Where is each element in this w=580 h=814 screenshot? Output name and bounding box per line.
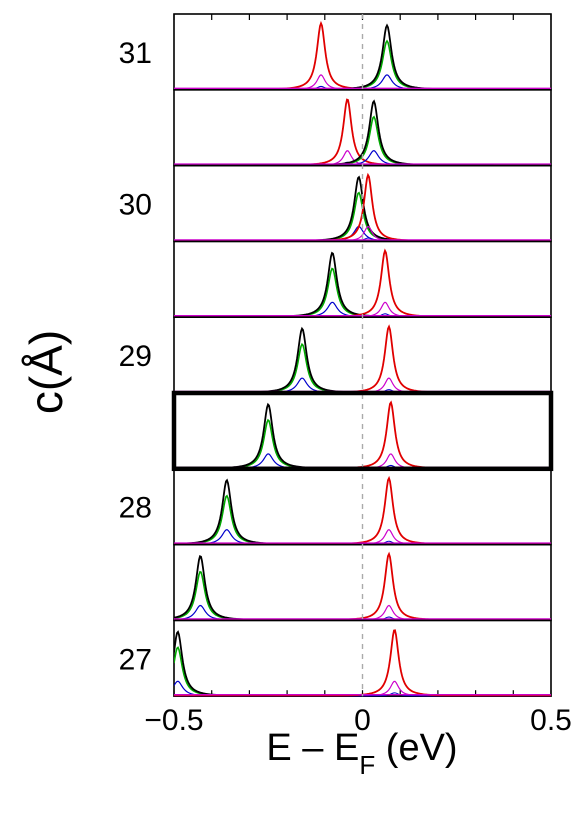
y-axis-title: c(Å) — [20, 330, 72, 414]
row-label: 29 — [119, 340, 152, 373]
row-label: 27 — [119, 643, 152, 676]
row-label: 30 — [119, 189, 152, 222]
x-tick-label: −0.5 — [144, 704, 203, 737]
highlight-box — [171, 390, 554, 472]
x-axis-title-main: E – E — [266, 727, 359, 769]
x-tick-label: 0.5 — [530, 704, 572, 737]
row-labels-layer: 31 30 29 28 27 — [119, 37, 152, 676]
x-tick-label: 0 — [354, 704, 371, 737]
x-tick-labels-layer: −0.5 0 0.5 — [144, 704, 571, 737]
x-axis-title-unit: (eV) — [375, 727, 457, 769]
x-axis-title-subscript: F — [359, 750, 375, 780]
row-label: 31 — [119, 37, 152, 70]
x-axis-title: E – EF (eV) — [266, 727, 457, 780]
row-label: 28 — [119, 492, 152, 525]
panels-layer — [171, 13, 554, 698]
